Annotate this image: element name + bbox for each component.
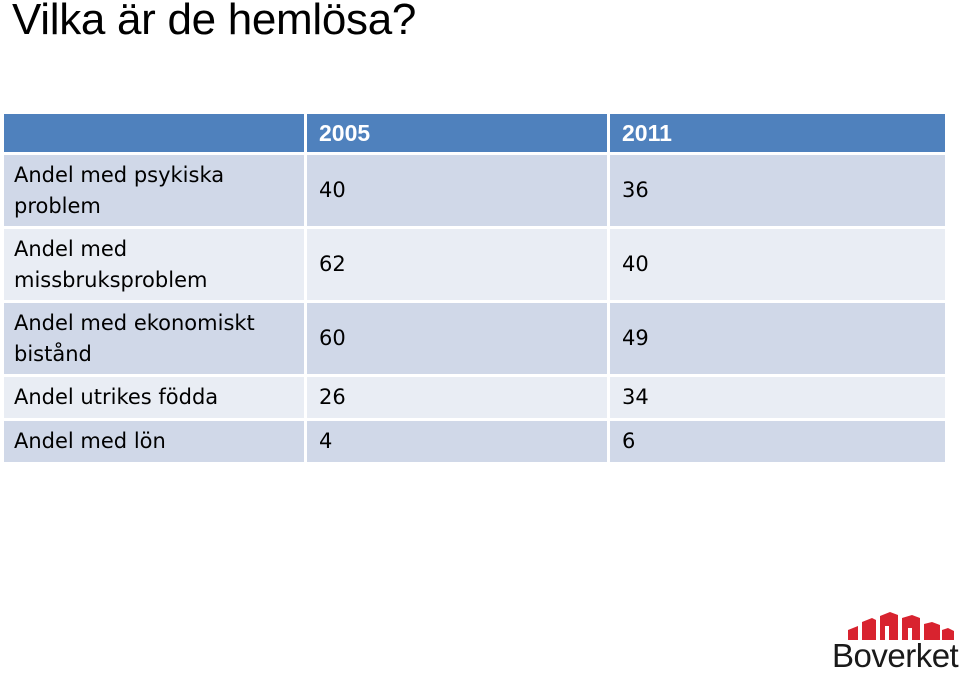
value-2011: 6 [610, 421, 945, 462]
value-2005: 62 [307, 229, 607, 300]
table-row: Andel med ekonomiskt bistånd 60 49 [4, 303, 945, 374]
value-2005: 4 [307, 421, 607, 462]
table-header-row: 2005 2011 [4, 114, 945, 152]
houses-icon [848, 612, 954, 640]
value-2011: 34 [610, 377, 945, 418]
value-2011: 36 [610, 155, 945, 226]
value-2005: 60 [307, 303, 607, 374]
header-cell-empty [4, 114, 304, 152]
row-label: Andel med lön [4, 421, 304, 462]
value-2005: 26 [307, 377, 607, 418]
value-2011: 40 [610, 229, 945, 300]
logo-wordmark: Boverket [832, 637, 959, 674]
value-2005: 40 [307, 155, 607, 226]
row-label: Andel med missbruksproblem [4, 229, 304, 300]
value-2011: 49 [610, 303, 945, 374]
row-label: Andel utrikes födda [4, 377, 304, 418]
homeless-statistics-table: 2005 2011 Andel med psykiska problem 40 … [1, 111, 948, 465]
row-label: Andel med psykiska problem [4, 155, 304, 226]
table-row: Andel utrikes födda 26 34 [4, 377, 945, 418]
boverket-logo: Boverket [832, 608, 959, 674]
table-row: Andel med psykiska problem 40 36 [4, 155, 945, 226]
table-row: Andel med missbruksproblem 62 40 [4, 229, 945, 300]
row-label: Andel med ekonomiskt bistånd [4, 303, 304, 374]
header-cell-2011: 2011 [610, 114, 945, 152]
table-row: Andel med lön 4 6 [4, 421, 945, 462]
header-cell-2005: 2005 [307, 114, 607, 152]
slide-title: Vilka är de hemlösa? [12, 0, 417, 44]
